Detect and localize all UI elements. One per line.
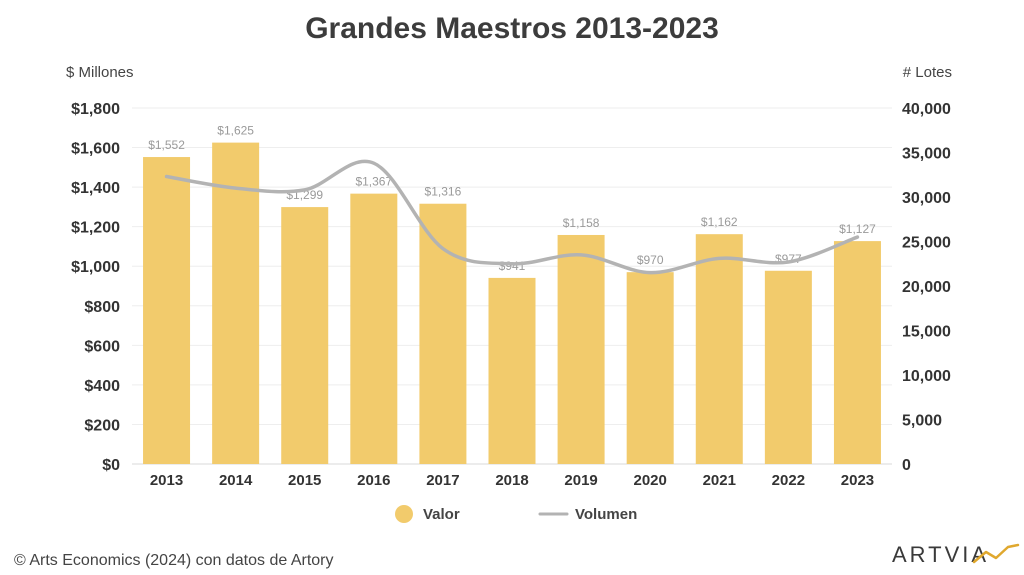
y2-axis-ticks: 0 5,000 10,000 15,000 20,000 25,000 30,000 35,0… bbox=[902, 101, 951, 474]
y2-tick-label: 20,000 bbox=[902, 279, 951, 296]
bar-2014 bbox=[212, 142, 260, 464]
y2-tick-label: 35,000 bbox=[902, 146, 951, 163]
bar-2021 bbox=[695, 234, 743, 464]
bar-2017 bbox=[419, 203, 467, 465]
data-label-2019: $1,158 bbox=[563, 216, 600, 230]
logo-wordmark: ARTVIA bbox=[892, 542, 989, 567]
bar-2016 bbox=[350, 193, 398, 465]
y-tick-label: $1,200 bbox=[71, 220, 120, 237]
y2-tick-label: 40,000 bbox=[902, 101, 951, 118]
bar-2023 bbox=[833, 241, 881, 464]
artvia-logo: ARTVIA bbox=[892, 542, 1020, 567]
bar-2015 bbox=[281, 207, 329, 464]
bar-2022 bbox=[764, 270, 812, 464]
x-tick-label: 2013 bbox=[150, 472, 183, 489]
line-series bbox=[164, 159, 860, 275]
y-tick-label: $600 bbox=[84, 338, 120, 355]
bar-2018 bbox=[488, 277, 536, 464]
bar-2013 bbox=[143, 157, 191, 464]
data-label-2023: $1,127 bbox=[839, 222, 876, 236]
y-tick-label: $1,400 bbox=[71, 180, 120, 197]
legend-volumen-label: Volumen bbox=[575, 506, 637, 523]
y2-tick-label: 10,000 bbox=[902, 368, 951, 385]
y-tick-label: $1,600 bbox=[71, 141, 120, 158]
y-tick-label: $200 bbox=[84, 417, 120, 434]
bar-2020 bbox=[626, 272, 674, 464]
x-axis-ticks: 2013 2014 2015 2016 2017 2018 2019 2020 2021 2022… bbox=[150, 472, 874, 489]
chart-title: Grandes Maestros 2013-2023 bbox=[305, 12, 719, 45]
y-tick-label: $1,800 bbox=[71, 101, 120, 118]
bar-series bbox=[143, 142, 881, 465]
x-tick-label: 2016 bbox=[357, 472, 390, 489]
y-tick-label: $800 bbox=[84, 299, 120, 316]
x-tick-label: 2015 bbox=[288, 472, 321, 489]
logo-zigzag-icon bbox=[972, 543, 1020, 564]
x-tick-label: 2023 bbox=[841, 472, 874, 489]
data-label-2013: $1,552 bbox=[148, 138, 185, 152]
data-label-2017: $1,316 bbox=[425, 185, 462, 199]
x-tick-label: 2014 bbox=[219, 472, 253, 489]
x-tick-label: 2018 bbox=[495, 472, 528, 489]
y2-axis-title: # Lotes bbox=[903, 64, 952, 81]
y2-tick-label: 15,000 bbox=[902, 324, 951, 341]
data-label-2021: $1,162 bbox=[701, 215, 738, 229]
legend-valor-label: Valor bbox=[423, 506, 460, 523]
data-label-2014: $1,625 bbox=[217, 124, 254, 138]
y-axis-ticks: $0 $200 $400 $600 $800 $1,000 $1,200 $1,400 $1,6… bbox=[71, 101, 120, 474]
line-volumen bbox=[164, 159, 860, 275]
legend: Valor Volumen bbox=[395, 505, 637, 523]
y-tick-label: $400 bbox=[84, 378, 120, 395]
source-note: © Arts Economics (2024) con datos de Art… bbox=[14, 552, 334, 569]
data-label-2020: $970 bbox=[637, 253, 664, 267]
y2-tick-label: 5,000 bbox=[902, 413, 942, 430]
data-label-2016: $1,367 bbox=[355, 175, 392, 189]
x-tick-label: 2020 bbox=[633, 472, 666, 489]
y2-tick-label: 25,000 bbox=[902, 235, 951, 252]
y2-tick-label: 0 bbox=[902, 457, 911, 474]
y-axis-title: $ Millones bbox=[66, 64, 134, 81]
legend-valor-swatch bbox=[395, 505, 413, 523]
x-tick-label: 2022 bbox=[772, 472, 805, 489]
bar-2019 bbox=[557, 234, 605, 464]
x-tick-label: 2021 bbox=[703, 472, 736, 489]
y-tick-label: $0 bbox=[102, 457, 120, 474]
y2-tick-label: 30,000 bbox=[902, 190, 951, 207]
x-tick-label: 2017 bbox=[426, 472, 459, 489]
data-label-2018: $941 bbox=[499, 259, 526, 273]
y-tick-label: $1,000 bbox=[71, 259, 120, 276]
x-tick-label: 2019 bbox=[564, 472, 597, 489]
